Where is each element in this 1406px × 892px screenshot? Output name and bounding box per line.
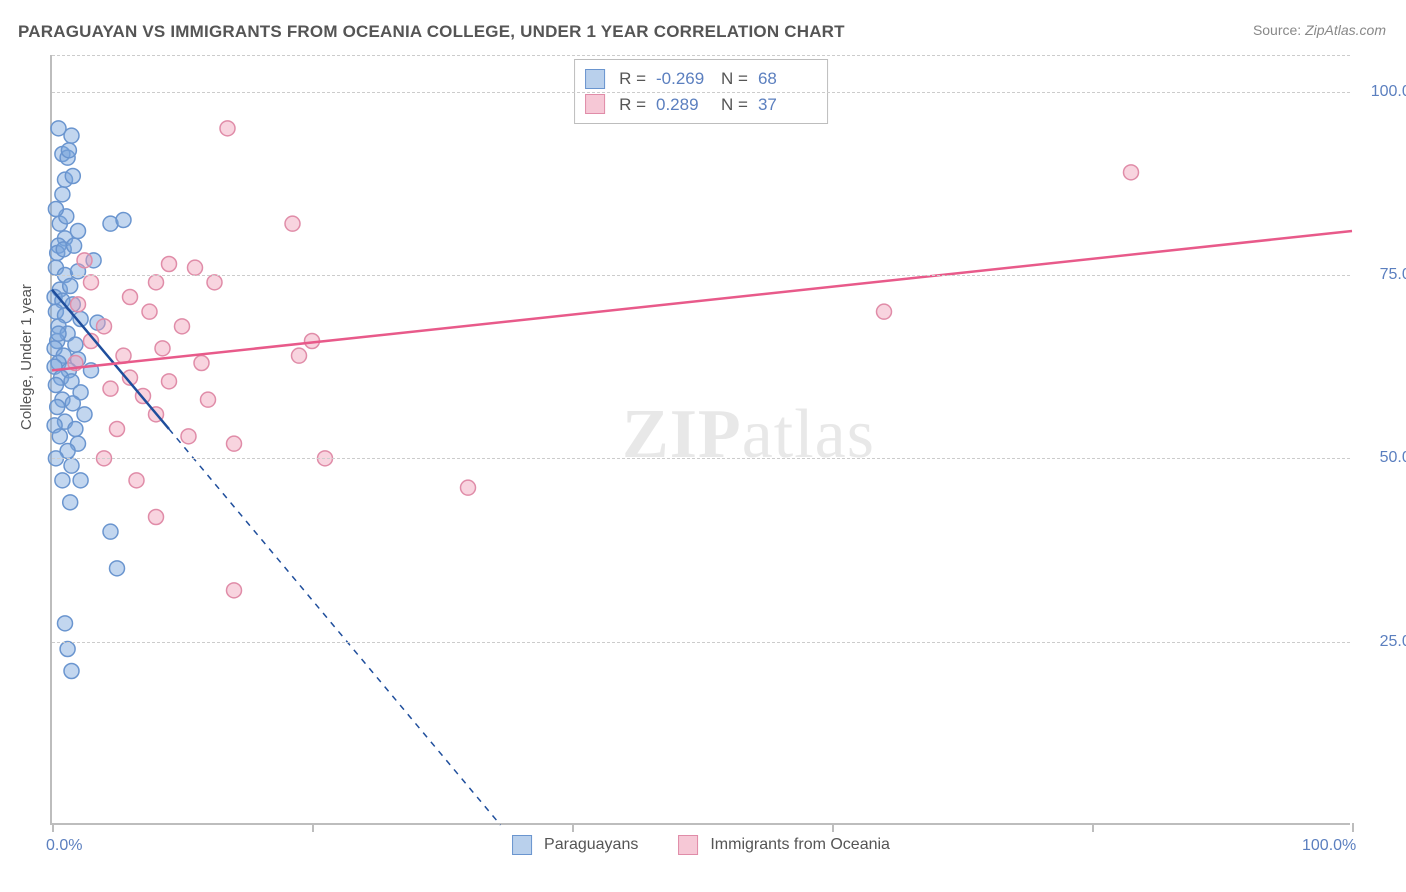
scatter-point bbox=[71, 297, 86, 312]
x-tick bbox=[52, 823, 54, 832]
scatter-point bbox=[1124, 165, 1139, 180]
scatter-point bbox=[188, 260, 203, 275]
scatter-point bbox=[61, 143, 76, 158]
scatter-point bbox=[285, 216, 300, 231]
scatter-point bbox=[63, 279, 78, 294]
scatter-point bbox=[65, 169, 80, 184]
scatter-point bbox=[64, 664, 79, 679]
scatter-point bbox=[292, 348, 307, 363]
scatter-point bbox=[58, 616, 73, 631]
scatter-point bbox=[77, 253, 92, 268]
scatter-point bbox=[71, 224, 86, 239]
scatter-point bbox=[227, 436, 242, 451]
scatter-point bbox=[162, 257, 177, 272]
scatter-point bbox=[103, 381, 118, 396]
scatter-point bbox=[64, 128, 79, 143]
scatter-point bbox=[73, 473, 88, 488]
chart-title: PARAGUAYAN VS IMMIGRANTS FROM OCEANIA CO… bbox=[18, 22, 845, 42]
scatter-point bbox=[77, 407, 92, 422]
scatter-point bbox=[149, 275, 164, 290]
scatter-point bbox=[65, 396, 80, 411]
legend-item-series1: Paraguayans bbox=[512, 835, 638, 855]
y-tick-label: 50.0% bbox=[1380, 449, 1406, 467]
scatter-point bbox=[68, 422, 83, 437]
scatter-point bbox=[55, 187, 70, 202]
gridline bbox=[52, 55, 1350, 56]
x-tick-label: 100.0% bbox=[1302, 837, 1356, 855]
scatter-point bbox=[52, 429, 67, 444]
source-value: ZipAtlas.com bbox=[1305, 22, 1386, 38]
legend-swatch-series1 bbox=[512, 835, 532, 855]
scatter-point bbox=[51, 326, 66, 341]
scatter-point bbox=[55, 473, 70, 488]
scatter-point bbox=[110, 422, 125, 437]
source-attribution: Source: ZipAtlas.com bbox=[1253, 22, 1386, 38]
scatter-point bbox=[48, 378, 63, 393]
scatter-point bbox=[64, 458, 79, 473]
scatter-point bbox=[149, 510, 164, 525]
scatter-point bbox=[194, 356, 209, 371]
scatter-point bbox=[129, 473, 144, 488]
scatter-point bbox=[97, 319, 112, 334]
scatter-point bbox=[63, 495, 78, 510]
x-tick bbox=[832, 823, 834, 832]
legend-label: Paraguayans bbox=[544, 836, 638, 854]
scatter-point bbox=[60, 642, 75, 657]
scatter-point bbox=[201, 392, 216, 407]
x-tick bbox=[572, 823, 574, 832]
scatter-point bbox=[123, 290, 138, 305]
plot-svg bbox=[52, 55, 1350, 823]
legend-item-series2: Immigrants from Oceania bbox=[678, 835, 890, 855]
x-tick bbox=[1092, 823, 1094, 832]
legend-label: Immigrants from Oceania bbox=[710, 836, 890, 854]
plot-area: ZIPatlas R = -0.269 N = 68 R = 0.289 N =… bbox=[50, 55, 1350, 825]
gridline bbox=[52, 92, 1350, 93]
gridline bbox=[52, 642, 1350, 643]
scatter-point bbox=[461, 480, 476, 495]
y-axis-label: College, Under 1 year bbox=[18, 284, 35, 430]
scatter-point bbox=[68, 337, 83, 352]
scatter-point bbox=[207, 275, 222, 290]
scatter-point bbox=[877, 304, 892, 319]
x-tick-label: 0.0% bbox=[46, 837, 82, 855]
x-tick bbox=[312, 823, 314, 832]
y-tick-label: 25.0% bbox=[1380, 633, 1406, 651]
scatter-point bbox=[227, 583, 242, 598]
scatter-point bbox=[110, 561, 125, 576]
scatter-point bbox=[220, 121, 235, 136]
trend-line bbox=[52, 231, 1352, 370]
scatter-point bbox=[155, 341, 170, 356]
scatter-point bbox=[116, 213, 131, 228]
y-tick-label: 75.0% bbox=[1380, 266, 1406, 284]
scatter-point bbox=[67, 238, 82, 253]
bottom-legend: Paraguayans Immigrants from Oceania bbox=[512, 835, 890, 855]
correlation-chart: PARAGUAYAN VS IMMIGRANTS FROM OCEANIA CO… bbox=[0, 0, 1406, 892]
scatter-point bbox=[103, 524, 118, 539]
scatter-point bbox=[181, 429, 196, 444]
source-label: Source: bbox=[1253, 22, 1301, 38]
scatter-point bbox=[84, 275, 99, 290]
scatter-point bbox=[48, 202, 63, 217]
trend-line-extrapolated bbox=[169, 429, 501, 825]
x-tick bbox=[1352, 823, 1354, 832]
scatter-point bbox=[142, 304, 157, 319]
gridline bbox=[52, 275, 1350, 276]
scatter-point bbox=[50, 400, 65, 415]
legend-swatch-series2 bbox=[678, 835, 698, 855]
y-tick-label: 100.0% bbox=[1371, 83, 1406, 101]
scatter-point bbox=[162, 374, 177, 389]
gridline bbox=[52, 458, 1350, 459]
scatter-point bbox=[175, 319, 190, 334]
